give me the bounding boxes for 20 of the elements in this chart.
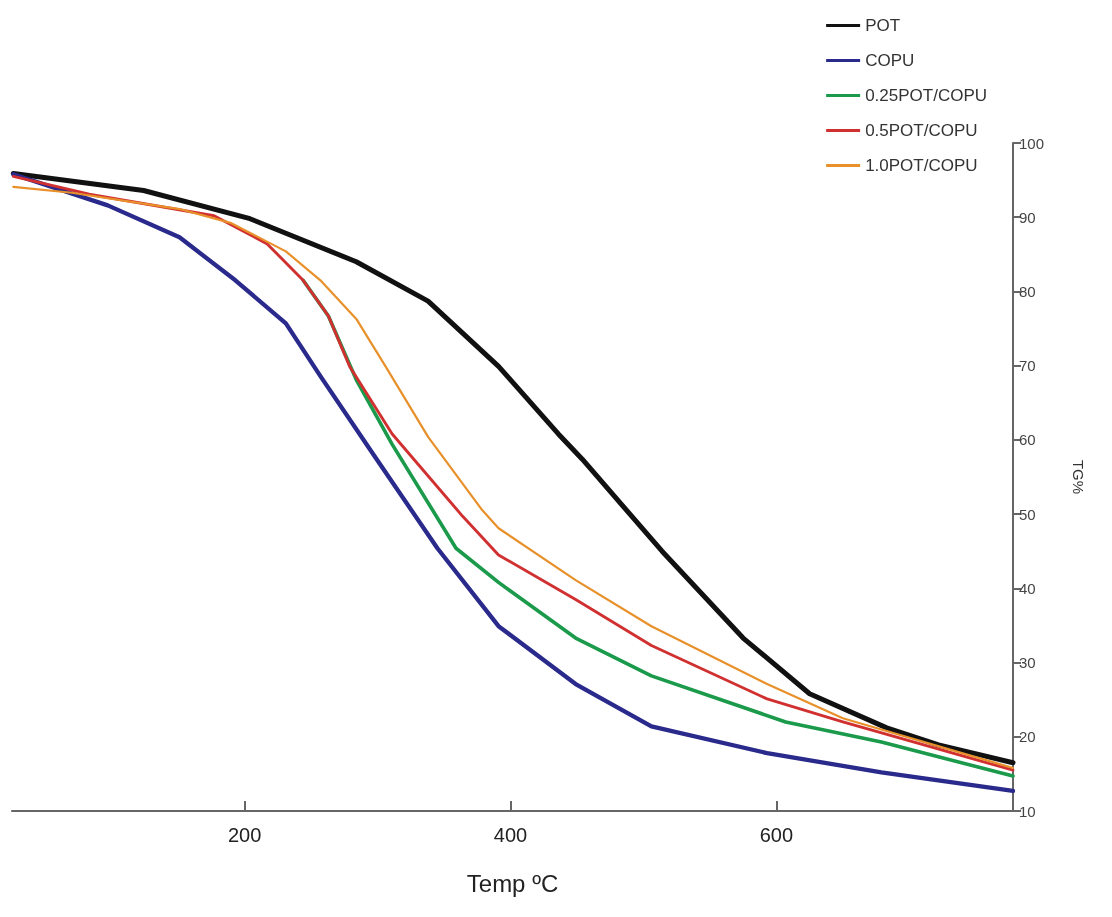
legend-label: 0.25POT/COPU [865, 86, 987, 105]
x-axis-title: Temp ºC [466, 869, 559, 897]
y-tick-label: 100 [1019, 134, 1045, 152]
y-tick-label: 80 [1019, 282, 1036, 300]
x-tick-label: 200 [227, 824, 262, 846]
legend-label: 1.0POT/COPU [865, 156, 978, 175]
y-tick-label: 30 [1019, 654, 1036, 672]
y-tick-label: 10 [1019, 802, 1036, 820]
y-tick-label: 20 [1019, 728, 1036, 746]
y-tick-label: 60 [1019, 431, 1036, 449]
legend-label: 0.5POT/COPU [865, 121, 978, 140]
x-tick-label: 600 [759, 824, 794, 846]
y-tick-label: 90 [1019, 208, 1036, 226]
y-tick-label: 70 [1019, 357, 1036, 375]
y-tick-label: 40 [1019, 579, 1036, 597]
y-tick-label: 50 [1019, 505, 1036, 523]
x-tick-label: 400 [493, 824, 528, 846]
legend-label: POT [865, 16, 901, 35]
y-axis-title: TG% [1070, 459, 1087, 495]
legend-label: COPU [865, 51, 915, 70]
